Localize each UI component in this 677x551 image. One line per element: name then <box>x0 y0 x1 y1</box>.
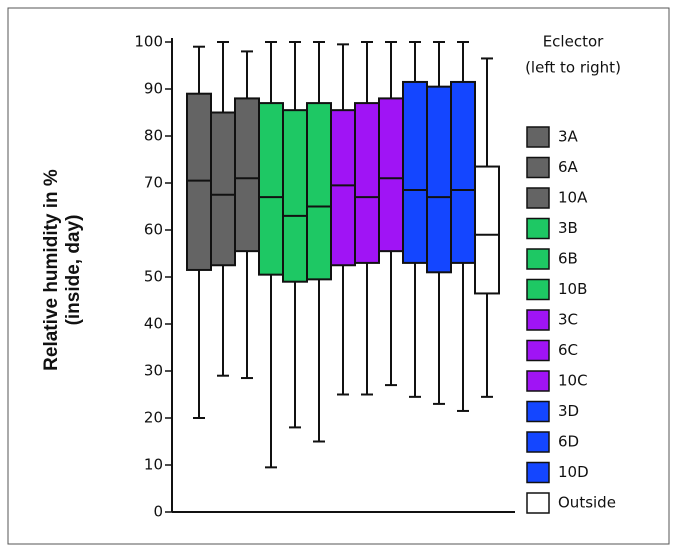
legend-label: 6B <box>558 250 578 268</box>
legend-label: 3C <box>558 311 578 329</box>
legend-label: 10A <box>558 189 588 207</box>
box <box>402 80 428 264</box>
y-tick-label: 30 <box>144 362 163 380</box>
y-tick-label: 0 <box>153 503 163 521</box>
legend-swatch <box>526 217 550 240</box>
legend-swatch <box>526 156 550 179</box>
y-tick-label: 90 <box>144 80 163 98</box>
y-tick-label: 100 <box>134 33 163 51</box>
legend-swatch <box>526 248 550 270</box>
box <box>426 85 452 274</box>
y-axis-label: Relative humidity in % <box>41 169 62 371</box>
legend-label: 10C <box>558 372 588 390</box>
legend-swatch <box>526 339 550 362</box>
box <box>378 97 404 253</box>
y-tick-label: 50 <box>144 268 163 286</box>
y-tick-label: 10 <box>144 456 163 474</box>
y-tick-label: 70 <box>144 174 163 192</box>
legend-swatch <box>526 431 550 453</box>
legend-label: 10B <box>558 280 587 298</box>
legend-swatch <box>526 400 550 423</box>
legend-title: Eclector <box>543 33 604 51</box>
legend-swatch <box>526 492 550 514</box>
y-tick-label: 40 <box>144 315 163 333</box>
legend-label: 3B <box>558 219 578 237</box>
legend-title: (left to right) <box>525 59 621 77</box>
legend-swatch <box>526 278 550 301</box>
box <box>210 111 236 267</box>
y-axis-label: (inside, day) <box>63 215 84 326</box>
legend-label: 6C <box>558 341 578 359</box>
box <box>354 102 380 264</box>
legend-label: 10D <box>558 463 589 481</box>
legend-label: 3A <box>558 128 579 146</box>
box <box>306 102 332 281</box>
box <box>474 165 500 295</box>
box <box>282 109 308 283</box>
legend-swatch <box>526 309 550 331</box>
legend-label: 6D <box>558 433 579 451</box>
legend-label: Outside <box>558 494 616 512</box>
frame <box>7 7 670 545</box>
y-tick-label: 60 <box>144 221 163 239</box>
box <box>186 92 212 271</box>
legend-label: 6A <box>558 158 579 176</box>
legend-label: 3D <box>558 402 579 420</box>
box <box>330 109 356 267</box>
legend-swatch <box>526 370 550 392</box>
box <box>450 80 476 264</box>
y-tick-label: 20 <box>144 409 163 427</box>
box <box>234 97 260 253</box>
legend-swatch <box>526 187 550 209</box>
legend-swatch <box>526 126 550 148</box>
y-tick-label: 80 <box>144 127 163 145</box>
legend-swatch <box>526 461 550 484</box>
box <box>258 102 284 276</box>
